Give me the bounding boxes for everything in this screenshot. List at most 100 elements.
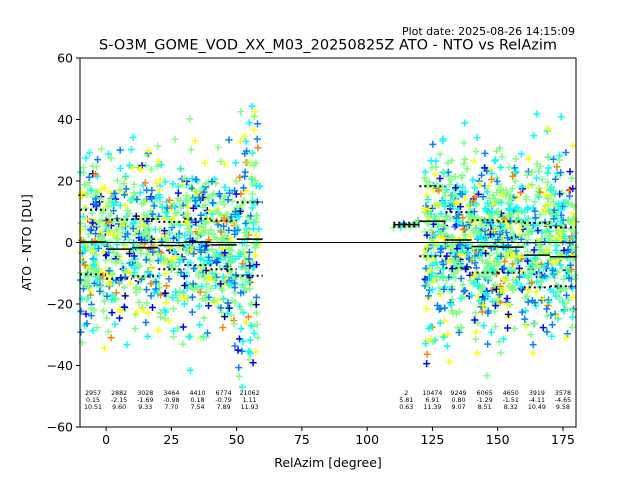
data-point <box>103 292 111 300</box>
data-point <box>99 272 107 280</box>
data-point <box>116 186 124 194</box>
data-point <box>484 199 492 207</box>
data-point <box>568 306 576 314</box>
data-point <box>485 194 493 202</box>
data-point <box>161 227 169 235</box>
data-point <box>509 172 517 180</box>
data-point <box>442 215 450 223</box>
data-point <box>553 257 561 265</box>
data-point <box>241 132 249 140</box>
data-point <box>77 276 85 284</box>
data-point <box>522 322 530 330</box>
data-point <box>504 310 512 318</box>
data-point <box>552 227 560 235</box>
data-point <box>170 327 178 335</box>
data-point <box>112 276 120 284</box>
data-point <box>239 337 247 345</box>
data-point <box>479 301 487 309</box>
x-tick-label: 175 <box>551 432 575 447</box>
data-point <box>486 230 494 238</box>
data-point <box>563 254 571 262</box>
data-point <box>434 264 442 272</box>
data-point <box>543 312 551 320</box>
data-point <box>485 182 493 190</box>
data-point <box>120 219 128 227</box>
data-point <box>471 316 479 324</box>
data-point <box>540 262 548 270</box>
data-point <box>92 170 100 178</box>
bin-mean-label: -1.69 <box>137 397 153 404</box>
data-point <box>90 256 98 264</box>
data-point <box>147 292 155 300</box>
data-point <box>166 260 174 268</box>
data-point <box>228 240 236 248</box>
data-point <box>110 207 118 215</box>
data-point <box>421 205 429 213</box>
data-point <box>239 260 247 268</box>
x-tick-label: 100 <box>355 432 379 447</box>
data-point <box>225 189 233 197</box>
data-point <box>120 180 128 188</box>
data-point <box>152 179 160 187</box>
data-point <box>475 228 483 236</box>
data-point <box>187 146 195 154</box>
data-point <box>497 349 505 357</box>
data-point <box>237 325 245 333</box>
data-point <box>169 305 177 313</box>
data-point <box>144 309 152 317</box>
data-point <box>122 185 130 193</box>
data-point <box>253 239 261 247</box>
data-point <box>252 211 260 219</box>
data-point <box>545 164 553 172</box>
data-point <box>505 282 513 290</box>
bin-std-label: 11.93 <box>241 404 259 411</box>
data-point <box>161 289 169 297</box>
data-point <box>252 231 260 239</box>
data-point <box>529 341 537 349</box>
data-point <box>461 119 469 127</box>
data-point <box>162 299 170 307</box>
data-point <box>470 214 478 222</box>
bin-std-label: 9.58 <box>556 404 570 411</box>
data-point <box>152 278 160 286</box>
data-point <box>192 218 200 226</box>
data-point <box>563 265 571 273</box>
data-point <box>443 276 451 284</box>
data-point <box>475 281 483 289</box>
plot-date: Plot date: 2025-08-26 14:15:09 <box>402 25 575 38</box>
data-point <box>158 203 166 211</box>
data-point <box>436 175 444 183</box>
data-point <box>557 113 565 121</box>
x-axis: 0 25 50 75 100 125 150 175 <box>102 427 575 447</box>
data-point <box>89 327 97 335</box>
bin-std-label: 0.63 <box>399 404 413 411</box>
data-point <box>452 184 460 192</box>
data-point <box>480 272 488 280</box>
data-point <box>511 325 519 333</box>
data-point <box>241 150 249 158</box>
data-point <box>88 209 96 217</box>
data-point <box>483 258 491 266</box>
data-point <box>82 310 90 318</box>
data-point <box>188 284 196 292</box>
data-point <box>106 219 114 227</box>
data-point <box>154 250 162 258</box>
data-point <box>535 168 543 176</box>
data-point <box>195 302 203 310</box>
data-point <box>122 215 130 223</box>
data-point <box>155 186 163 194</box>
data-point <box>548 210 556 218</box>
data-point <box>251 177 259 185</box>
bin-mean-label: -0.98 <box>163 397 179 404</box>
data-point <box>569 256 577 264</box>
data-point <box>425 292 433 300</box>
data-point <box>503 301 511 309</box>
data-point <box>494 292 502 300</box>
data-point <box>481 227 489 235</box>
data-point <box>126 250 134 258</box>
data-point <box>560 198 568 206</box>
data-point <box>545 298 553 306</box>
data-point <box>91 237 99 245</box>
data-point <box>132 285 140 293</box>
bin-count-label: 2882 <box>111 390 127 397</box>
